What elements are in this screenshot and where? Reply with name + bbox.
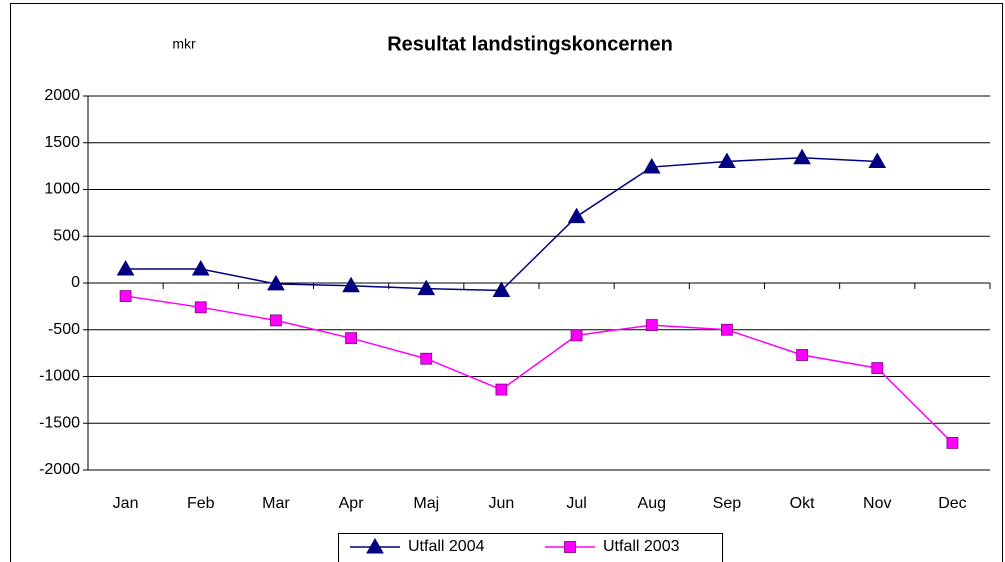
data-point [270, 314, 282, 327]
data-point [793, 148, 811, 165]
y-tick-label: 2000 [44, 87, 80, 104]
data-point [119, 290, 132, 302]
data-point [342, 276, 360, 293]
series-line [125, 295, 953, 444]
chart-title: Resultat landstingskoncernen [387, 33, 673, 55]
legend-marker [564, 541, 576, 553]
x-tick-label: Jan [113, 495, 139, 512]
y-tick-label: 0 [71, 274, 80, 291]
legend-marker [366, 537, 384, 554]
data-point [116, 259, 135, 276]
x-tick-label: Okt [790, 495, 815, 512]
data-point [417, 279, 436, 296]
y-tick-label: 1500 [44, 134, 80, 151]
x-tick-label: Aug [638, 495, 666, 512]
y-tick-label: 500 [53, 227, 80, 244]
unit-annotation: mkr [172, 36, 196, 52]
y-tick-label: -1500 [39, 414, 80, 431]
data-point [345, 332, 357, 345]
legend-label: Utfall 2004 [408, 538, 485, 555]
x-tick-label: Jul [566, 495, 586, 512]
data-point [420, 352, 433, 365]
x-tick-label: Feb [187, 495, 215, 512]
data-point [642, 158, 661, 174]
data-point [495, 383, 508, 396]
x-tick-label: Mar [262, 495, 290, 512]
data-point [567, 207, 586, 224]
data-point [492, 281, 511, 297]
data-point [194, 301, 207, 314]
data-point [191, 259, 210, 276]
y-tick-label: -500 [48, 321, 80, 338]
x-tick-label: Sep [713, 495, 742, 512]
y-tick-label: 1000 [44, 181, 80, 198]
y-tick-label: -1000 [39, 368, 80, 385]
data-point [570, 329, 583, 342]
legend-label: Utfall 2003 [603, 538, 680, 555]
x-tick-label: Jun [489, 495, 515, 512]
x-tick-label: Apr [339, 495, 365, 512]
data-point [946, 436, 959, 449]
data-point [645, 319, 658, 331]
x-tick-label: Maj [413, 495, 439, 512]
data-point [721, 323, 733, 336]
y-tick-label: -2000 [39, 461, 80, 478]
x-tick-label: Dec [938, 495, 966, 512]
data-point [718, 152, 736, 168]
data-point [871, 362, 884, 374]
data-point [267, 274, 285, 291]
data-point [868, 152, 887, 168]
x-tick-label: Nov [863, 495, 891, 512]
legend-box [338, 533, 723, 562]
data-point [796, 349, 808, 361]
